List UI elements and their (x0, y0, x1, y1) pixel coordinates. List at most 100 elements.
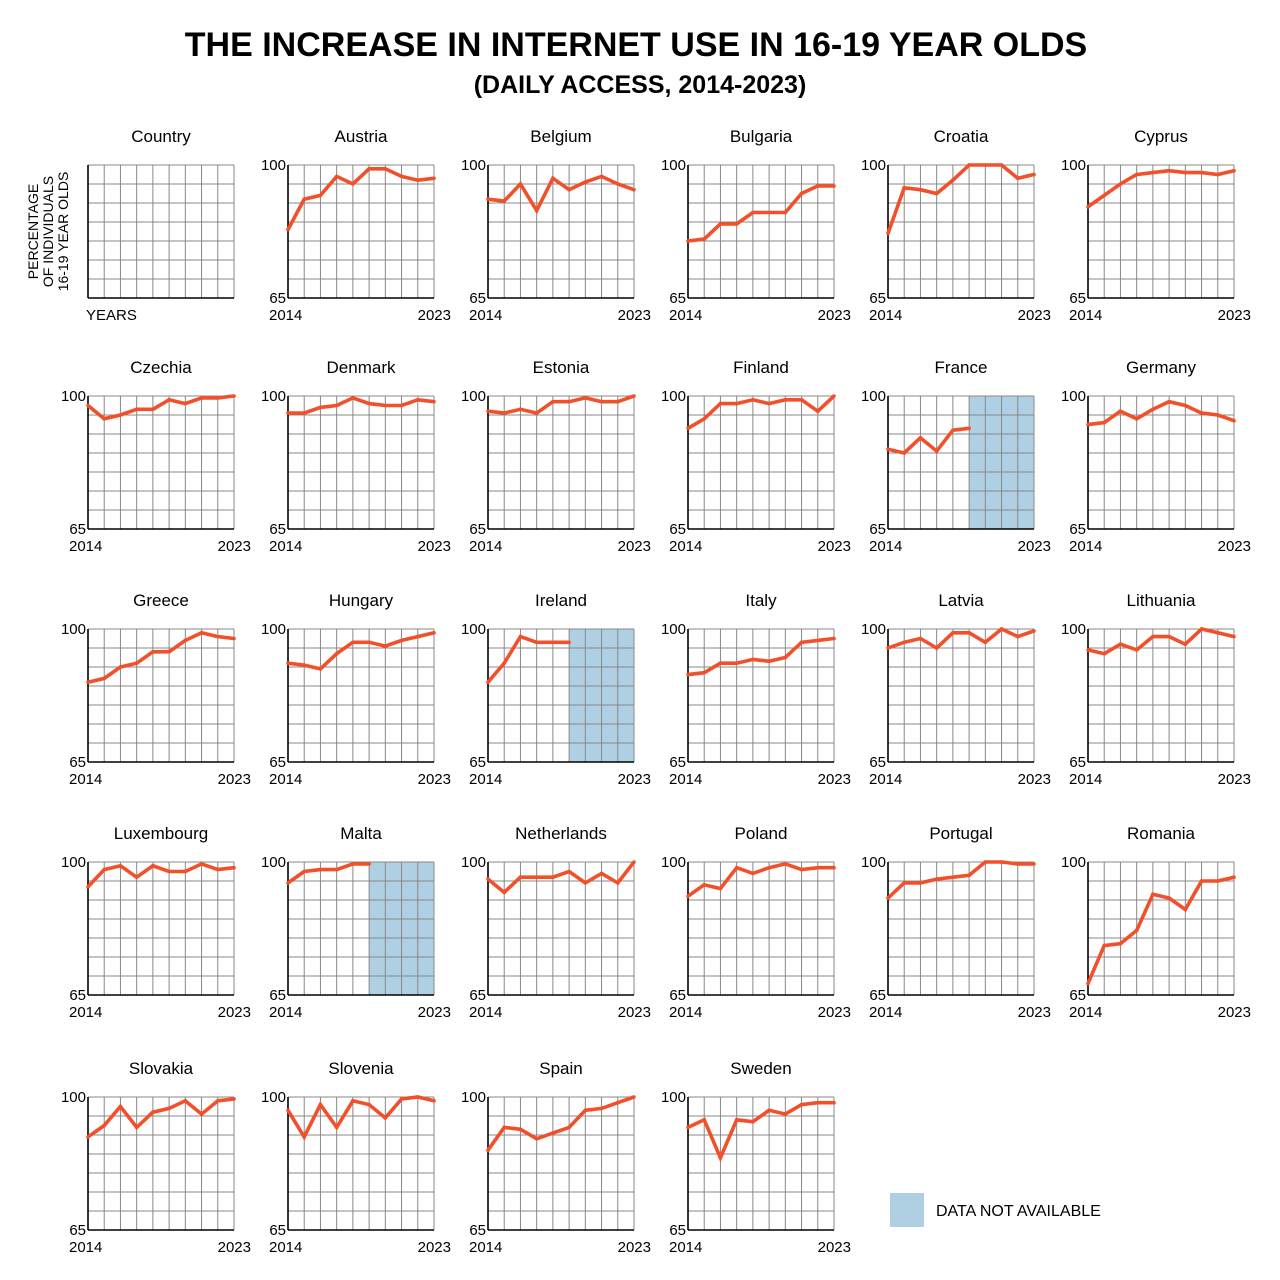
x-tick-label: 2014 (1069, 771, 1102, 788)
y-tick-label: 65 (669, 987, 686, 1004)
series-line (687, 1100, 834, 1163)
key-panel-ylabel-line: OF INDIVIDUALS (40, 176, 56, 287)
data-point (486, 877, 490, 881)
series-line (887, 426, 970, 455)
x-tick-label: 2023 (418, 307, 451, 324)
data-point (951, 875, 955, 879)
data-point (902, 451, 907, 455)
x-tick-label: 2023 (618, 1239, 651, 1256)
data-point (318, 667, 323, 671)
data-point (599, 871, 604, 876)
series-line (486, 634, 570, 684)
x-tick-label: 2023 (218, 538, 251, 555)
data-point (432, 1099, 436, 1103)
data-point (615, 182, 620, 186)
data-point (1183, 170, 1188, 175)
series-line (87, 630, 235, 684)
chart-subtitle: (DAILY ACCESS, 2014-2023) (474, 71, 807, 99)
data-point (534, 1137, 539, 1141)
series-line (288, 395, 435, 415)
y-tick-label: 65 (669, 290, 686, 307)
data-point (1215, 172, 1220, 177)
data-point (415, 178, 420, 182)
series-line (687, 184, 834, 243)
data-point (118, 413, 123, 417)
y-tick-label: 100 (661, 854, 686, 871)
data-point (783, 398, 788, 402)
y-tick-label: 100 (461, 157, 486, 174)
data-point (632, 394, 636, 398)
data-point (134, 407, 139, 412)
panel-title: Romania (1127, 824, 1196, 843)
data-point (632, 1095, 636, 1099)
data-point (334, 174, 339, 179)
legend-label: DATA NOT AVAILABLE (936, 1203, 1101, 1220)
x-tick-label: 2014 (869, 1004, 902, 1021)
x-tick-label: 2014 (669, 771, 702, 788)
data-point (751, 871, 755, 876)
data-point (199, 631, 204, 635)
data-point (302, 663, 307, 667)
data-point (232, 865, 236, 870)
data-point (734, 401, 739, 406)
series-line (886, 163, 1035, 235)
data-point (702, 670, 707, 675)
data-point (215, 634, 220, 639)
x-tick-label: 2014 (869, 538, 902, 555)
data-point (1183, 907, 1188, 912)
data-point (118, 864, 123, 868)
data-point (551, 640, 555, 645)
x-tick-label: 2023 (618, 307, 651, 324)
y-tick-label: 100 (861, 621, 886, 638)
panel-title: Finland (733, 358, 789, 377)
data-point (286, 1108, 290, 1113)
data-point (551, 1131, 555, 1135)
data-point (832, 636, 836, 641)
data-point (432, 399, 436, 404)
y-tick-label: 65 (269, 1222, 286, 1239)
data-point (902, 186, 907, 190)
data-point (167, 1106, 171, 1111)
y-tick-label: 100 (461, 621, 486, 638)
data-point (832, 184, 836, 188)
y-tick-label: 100 (661, 1089, 686, 1106)
data-point (1086, 648, 1090, 652)
y-tick-label: 65 (869, 290, 886, 307)
chart-title: THE INCREASE IN INTERNET USE IN 16-19 YE… (185, 26, 1087, 64)
data-point (615, 1100, 620, 1105)
data-point (302, 411, 307, 415)
data-point (383, 403, 388, 408)
y-tick-label: 65 (669, 1222, 686, 1239)
panel-title: Czechia (130, 358, 192, 377)
data-point (934, 191, 939, 196)
data-point (599, 174, 604, 179)
x-tick-label: 2014 (269, 1239, 302, 1256)
panel-title: Belgium (530, 127, 591, 146)
data-point (118, 665, 123, 669)
data-point (318, 1102, 323, 1107)
data-point (599, 399, 604, 404)
data-point (286, 227, 290, 232)
data-point (215, 1099, 220, 1103)
y-tick-label: 65 (69, 987, 86, 1004)
data-point (886, 231, 890, 236)
data-point (999, 163, 1004, 167)
data-point (1199, 879, 1204, 883)
data-point (351, 182, 355, 186)
data-point (767, 659, 771, 664)
series-line (686, 862, 834, 898)
data-point (1167, 168, 1171, 173)
x-tick-label: 2023 (1018, 307, 1051, 324)
data-point (783, 1112, 788, 1116)
data-point (551, 176, 555, 181)
key-panel-title: Country (131, 127, 191, 146)
data-point (567, 640, 571, 645)
